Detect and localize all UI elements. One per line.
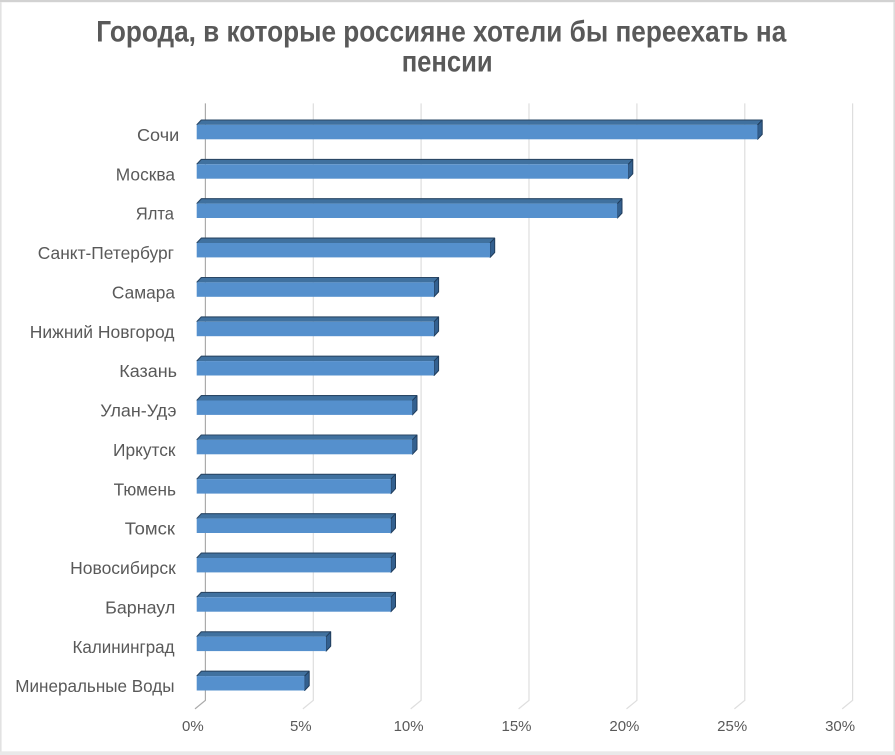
svg-text:25%: 25% [717, 718, 747, 735]
svg-text:30%: 30% [825, 718, 855, 735]
svg-text:Барнаул: Барнаул [105, 597, 175, 617]
svg-text:Казань: Казань [119, 361, 177, 381]
svg-text:Иркутск: Иркутск [113, 440, 176, 460]
svg-text:Тюмень: Тюмень [114, 479, 176, 499]
svg-text:Новосибирск: Новосибирск [70, 558, 176, 578]
svg-text:0%: 0% [182, 718, 204, 735]
svg-text:Минеральные Воды: Минеральные Воды [15, 676, 174, 696]
svg-text:Москва: Москва [116, 164, 175, 184]
svg-text:Самара: Самара [112, 283, 175, 303]
svg-text:20%: 20% [609, 718, 639, 735]
svg-text:5%: 5% [290, 718, 312, 735]
svg-text:15%: 15% [501, 718, 531, 735]
svg-text:пенсии: пенсии [402, 45, 493, 78]
svg-text:Города, в которые россияне хот: Города, в которые россияне хотели бы пер… [96, 16, 786, 49]
svg-text:10%: 10% [394, 718, 424, 735]
svg-text:Сочи: Сочи [137, 125, 179, 145]
svg-text:Нижний Новгород: Нижний Новгород [30, 322, 175, 342]
svg-text:Калининград: Калининград [73, 637, 175, 657]
svg-text:Ялта: Ялта [136, 204, 174, 224]
svg-text:Санкт-Петербург: Санкт-Петербург [38, 243, 174, 263]
svg-text:Томск: Томск [125, 519, 176, 539]
svg-text:Улан-Удэ: Улан-Удэ [100, 401, 176, 421]
